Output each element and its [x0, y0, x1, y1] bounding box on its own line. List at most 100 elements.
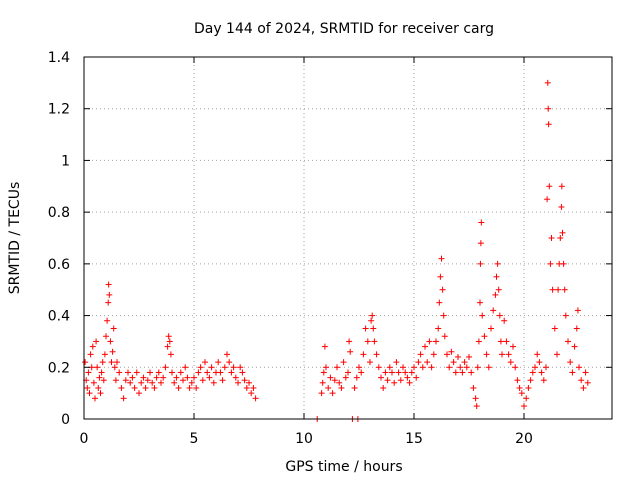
data-point: [512, 364, 519, 371]
data-point: [96, 374, 103, 381]
data-point: [323, 364, 329, 371]
data-point: [93, 338, 100, 345]
data-point: [472, 395, 479, 402]
data-point: [217, 369, 224, 376]
data-point: [417, 351, 424, 358]
x-tick-labels: 0 5 10 15 20: [80, 431, 533, 447]
data-point: [114, 359, 120, 366]
data-point: [184, 374, 191, 381]
data-point: [158, 379, 164, 386]
data-point: [346, 338, 353, 345]
data-point: [167, 351, 174, 358]
data-point: [559, 229, 566, 236]
data-point: [342, 374, 349, 381]
data-point: [534, 351, 541, 358]
data-point: [193, 384, 200, 391]
data-point: [246, 379, 252, 386]
data-point: [105, 281, 112, 288]
data-point: [477, 299, 483, 306]
data-point: [452, 369, 459, 376]
data-point: [493, 273, 500, 280]
data-point: [248, 390, 255, 397]
data-point: [521, 403, 527, 410]
y-tick-label: 0: [61, 412, 70, 428]
data-point: [162, 364, 169, 371]
data-point: [543, 364, 549, 371]
data-point: [433, 338, 439, 345]
data-point: [160, 374, 167, 381]
data-point: [100, 377, 107, 384]
data-point: [111, 364, 118, 371]
data-point: [490, 307, 497, 314]
data-point: [86, 390, 93, 397]
data-point: [221, 364, 228, 371]
data-point: [106, 291, 113, 298]
data-point: [364, 338, 371, 345]
data-point: [165, 333, 172, 340]
data-point: [371, 338, 378, 345]
data-point: [147, 369, 153, 376]
data-point: [518, 390, 525, 397]
data-point: [384, 377, 391, 384]
data-point: [413, 374, 420, 381]
data-point: [104, 317, 111, 324]
data-point: [232, 374, 239, 381]
data-point: [485, 364, 492, 371]
data-point: [90, 379, 97, 386]
data-point: [226, 359, 233, 366]
data-point: [523, 395, 530, 402]
data-point: [94, 364, 101, 371]
data-point: [525, 384, 532, 391]
data-point: [89, 343, 96, 350]
data-point: [473, 403, 480, 410]
data-point: [402, 369, 409, 376]
data-point: [494, 260, 501, 267]
data-point: [127, 379, 134, 386]
data-point: [470, 384, 477, 391]
data-point: [561, 286, 568, 293]
data-point: [243, 384, 250, 391]
data-point: [197, 364, 204, 371]
data-point: [459, 369, 466, 376]
data-point: [437, 273, 444, 280]
data-point: [532, 364, 538, 371]
data-point: [199, 377, 206, 384]
data-point: [133, 369, 140, 376]
data-point: [370, 325, 377, 332]
data-point: [206, 374, 213, 381]
data-point: [191, 374, 197, 381]
data-point: [334, 364, 340, 371]
data-point: [136, 390, 142, 397]
data-point: [180, 377, 186, 384]
data-point: [320, 369, 327, 376]
chart-title: Day 144 of 2024, SRMTID for receiver car…: [194, 21, 494, 37]
data-point: [204, 369, 211, 376]
data-point: [408, 369, 415, 376]
data-point: [97, 390, 104, 397]
data-point: [507, 359, 514, 366]
data-point: [548, 235, 555, 241]
data-point: [538, 369, 545, 376]
y-tick-label: 1: [61, 153, 70, 169]
data-point: [210, 379, 217, 386]
data-point: [321, 343, 328, 350]
data-point: [422, 343, 428, 350]
data-point: [477, 260, 484, 267]
data-point: [546, 183, 553, 190]
data-point: [125, 369, 131, 376]
data-point: [131, 384, 138, 391]
data-point: [375, 364, 382, 371]
data-point: [565, 338, 571, 345]
data-point: [435, 325, 442, 332]
data-point: [495, 286, 502, 293]
data-point: [466, 353, 472, 360]
data-point: [116, 369, 123, 376]
data-point: [474, 364, 481, 371]
data-point: [202, 359, 208, 366]
data-point: [107, 338, 114, 345]
data-point: [549, 286, 556, 293]
data-point: [527, 377, 534, 384]
x-tick-label: 10: [295, 431, 313, 447]
data-point: [142, 384, 149, 391]
data-point: [380, 384, 387, 391]
